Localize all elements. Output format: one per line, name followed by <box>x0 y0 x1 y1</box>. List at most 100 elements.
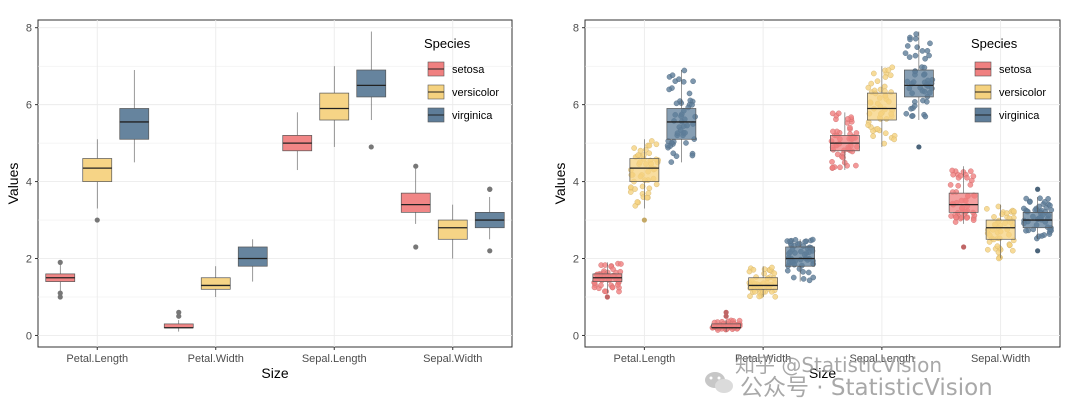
jitter-point <box>668 159 675 165</box>
outlier-point <box>487 186 493 192</box>
y-tick-label: 0 <box>26 330 32 342</box>
jitter-point <box>637 147 644 154</box>
jitter-point <box>689 102 695 108</box>
jitter-point <box>889 64 896 71</box>
jitter-point <box>1021 205 1027 212</box>
jitter-point <box>991 214 997 220</box>
box-virginica <box>785 246 815 267</box>
jitter-point <box>784 267 791 274</box>
jitter-point <box>922 55 928 62</box>
box-virginica <box>119 108 150 140</box>
jitter-point <box>837 164 843 171</box>
outlier-point <box>723 309 729 315</box>
jitter-point <box>809 236 816 243</box>
jitter-point <box>868 80 875 87</box>
jitter-point <box>874 126 881 132</box>
y-axis-label: Values <box>5 163 21 205</box>
legend-title: Species <box>424 36 471 51</box>
box-versicolor <box>82 158 113 182</box>
box-versicolor <box>200 277 231 290</box>
wechat-icon <box>705 372 733 393</box>
jitter-point <box>924 48 931 54</box>
jitter-point <box>874 78 881 84</box>
outlier-point <box>413 163 419 169</box>
jitter-point <box>645 190 652 197</box>
jitter-point <box>810 274 817 281</box>
jitter-point <box>995 249 1002 256</box>
jitter-point <box>632 186 638 192</box>
jitter-point <box>830 128 836 135</box>
jitter-point <box>995 203 1002 210</box>
legend-label-versicolor: versicolor <box>999 87 1046 99</box>
jitter-point <box>772 293 779 300</box>
box-versicolor <box>437 219 468 240</box>
y-tick-label: 2 <box>573 254 579 266</box>
outlier-point <box>1035 248 1041 254</box>
jitter-point <box>1023 227 1029 234</box>
jitter-point <box>673 100 680 107</box>
box-versicolor <box>629 158 660 182</box>
jitter-point <box>683 140 689 146</box>
x-tick-label: Sepal.Length <box>302 353 367 365</box>
jitter-point <box>756 293 763 300</box>
jitter-point <box>885 67 892 73</box>
jitter-point <box>948 213 954 219</box>
y-tick-label: 0 <box>573 330 579 342</box>
jitter-point <box>609 284 616 291</box>
legend-label-virginica: virginica <box>452 110 493 122</box>
jitter-point <box>984 246 991 253</box>
left-box-plot: 0 2 4 6 8 Petal.Length Petal.Width Sepal.Length… <box>5 19 513 381</box>
jitter-point <box>882 74 889 80</box>
y-tick-label: 6 <box>573 100 579 112</box>
jitter-point <box>877 86 884 93</box>
jitter-point <box>634 199 641 205</box>
jitter-point <box>865 84 872 91</box>
jitter-point <box>970 217 977 223</box>
jitter-point <box>761 266 768 273</box>
watermark: 知乎 @StatisticVision 公众号 · StatisticVisio… <box>705 353 993 401</box>
jitter-point <box>631 145 637 151</box>
outlier-point <box>916 144 922 150</box>
watermark-line-1: 知乎 @StatisticVision <box>735 353 942 377</box>
jitter-point <box>1035 233 1042 240</box>
jitter-point <box>648 138 655 144</box>
jitter-point <box>949 167 955 174</box>
outlier-point <box>57 290 63 296</box>
jitter-point <box>752 288 758 295</box>
jitter-point <box>853 162 859 169</box>
jitter-point <box>871 70 877 77</box>
jitter-point <box>914 44 920 50</box>
jitter-point <box>616 288 622 295</box>
jitter-point <box>653 141 660 148</box>
jitter-point <box>690 78 696 85</box>
jitter-point <box>921 64 928 71</box>
outlier-point <box>723 313 729 319</box>
outlier-point <box>604 294 610 300</box>
jitter-point <box>882 130 889 137</box>
outlier-point <box>961 244 967 250</box>
jitter-point <box>955 182 962 189</box>
jitter-point <box>844 116 851 122</box>
jitter-point <box>1047 202 1053 209</box>
jitter-point <box>909 113 915 119</box>
jitter-point <box>1023 195 1030 202</box>
jitter-point <box>967 182 974 188</box>
box-versicolor <box>319 92 350 121</box>
jitter-point <box>603 288 609 295</box>
jitter-point <box>796 266 803 272</box>
jitter-point <box>903 110 910 117</box>
jitter-point <box>829 110 836 117</box>
jitter-point <box>912 52 919 59</box>
jitter-point <box>840 154 846 161</box>
jitter-point <box>664 142 671 149</box>
jitter-point <box>639 183 646 190</box>
jitter-point <box>680 79 687 85</box>
jitter-point <box>881 140 887 147</box>
x-tick-label: Petal.Width <box>735 353 791 365</box>
jitter-point <box>736 317 743 324</box>
jitter-point <box>957 172 964 179</box>
jitter-point <box>689 152 696 159</box>
jitter-point <box>913 31 919 37</box>
jitter-point <box>769 264 775 271</box>
